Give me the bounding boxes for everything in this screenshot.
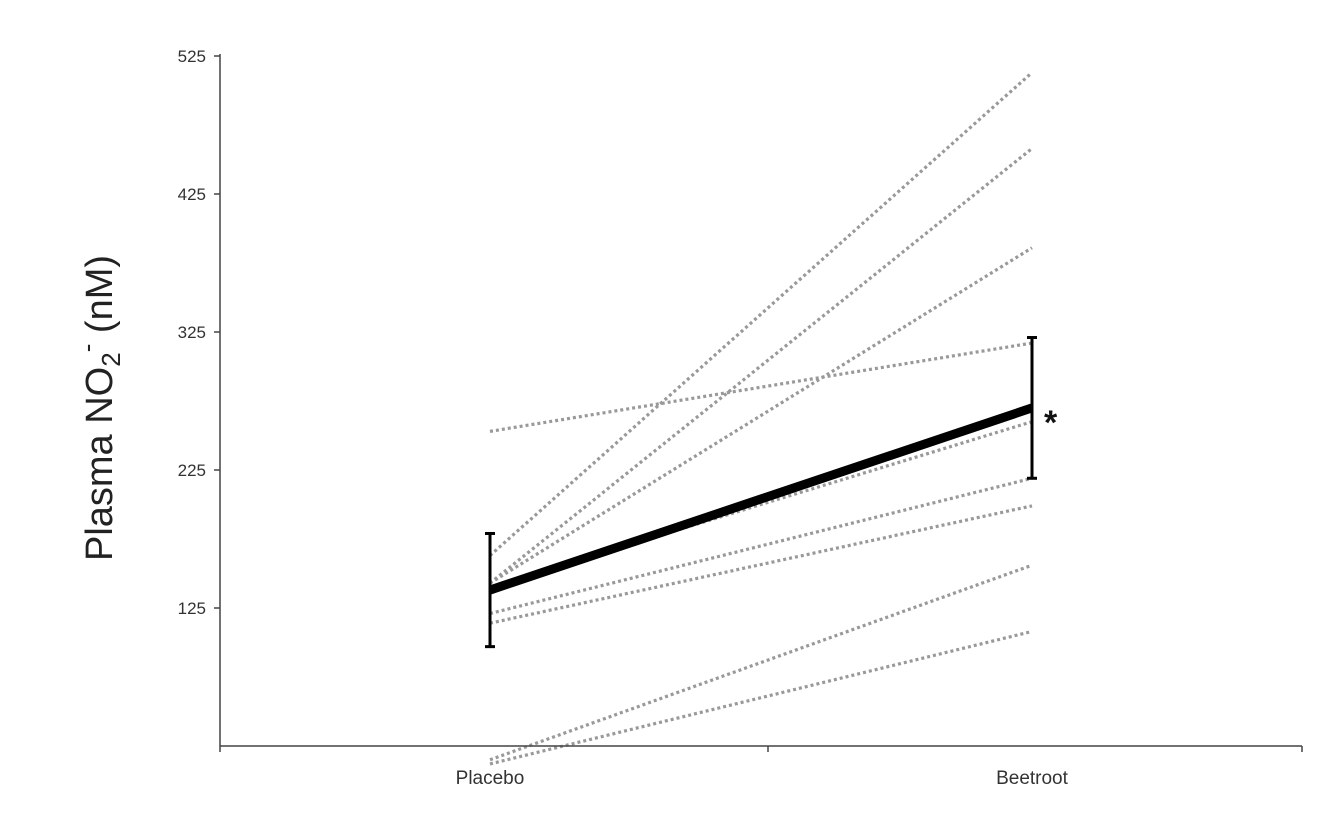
individual-line	[489, 504, 1033, 625]
mean-group	[485, 336, 1037, 649]
individual-line	[488, 147, 1034, 585]
y-axis-title-main: Plasma NO	[79, 367, 121, 561]
y-tick-label: 425	[178, 185, 206, 204]
individual-lines	[488, 71, 1034, 766]
x-ticks: Placebo Beetroot	[219, 746, 1303, 789]
y-axis-title: Plasma NO2- (nM)	[72, 255, 126, 561]
individual-line	[489, 341, 1033, 433]
y-tick-label: 125	[178, 599, 206, 618]
individual-line	[489, 246, 1033, 585]
y-tick-label: 325	[178, 323, 206, 342]
x-category-label: Placebo	[456, 768, 525, 789]
y-ticks: 125 225 325 425 525	[178, 47, 220, 618]
y-axis-title-superscript: -	[72, 344, 102, 353]
individual-line	[489, 629, 1033, 766]
individual-line	[489, 563, 1033, 762]
y-axis-title-subscript: 2	[96, 352, 126, 366]
x-category-label: Beetroot	[996, 768, 1069, 789]
y-axis-title-unit: (nM)	[79, 255, 121, 344]
significance-asterisk: *	[1044, 404, 1058, 442]
mean-line	[488, 403, 1034, 595]
y-tick-label: 525	[178, 47, 206, 66]
individual-line	[488, 71, 1034, 557]
y-tick-label: 225	[178, 461, 206, 480]
individual-line	[489, 420, 1033, 589]
